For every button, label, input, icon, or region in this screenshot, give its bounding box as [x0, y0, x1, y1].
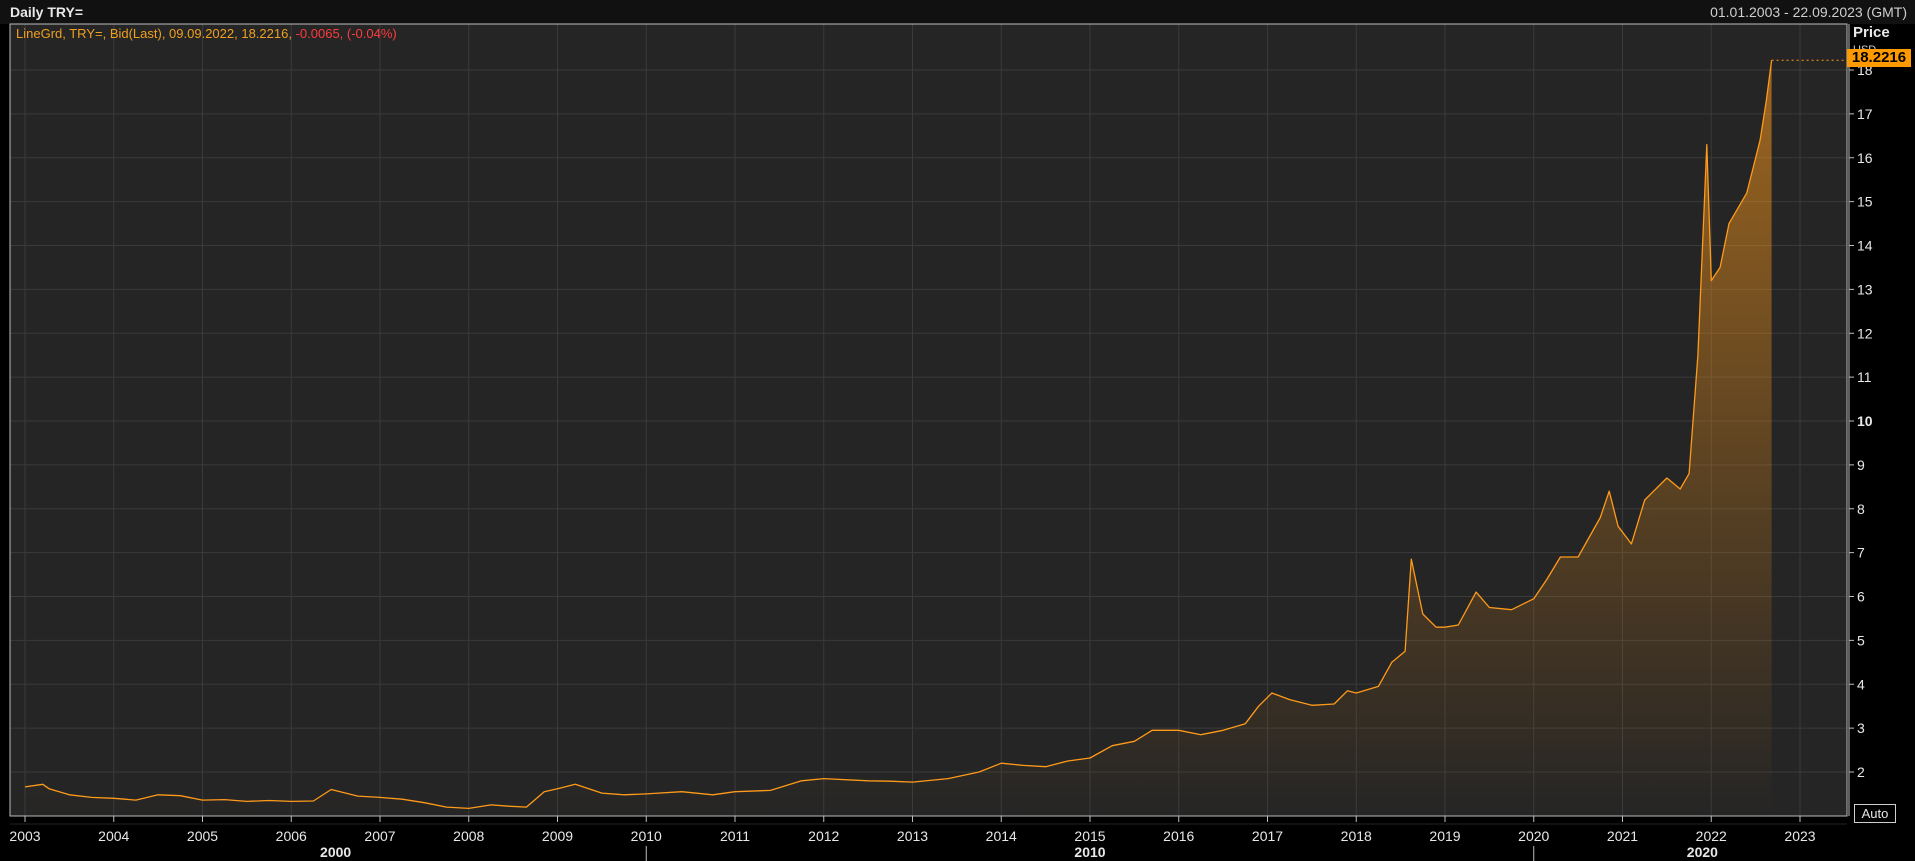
y-tick-label: 9 [1857, 457, 1865, 473]
x-tick-label: 2007 [364, 828, 395, 844]
y-tick-label: 5 [1857, 632, 1865, 648]
x-tick-label: 2022 [1696, 828, 1727, 844]
last-price-badge: 18.2216 [1847, 49, 1911, 67]
x-tick-label: 2012 [808, 828, 839, 844]
x-tick-label: 2003 [9, 828, 40, 844]
x-tick-label: 2018 [1341, 828, 1372, 844]
y-tick-label: 12 [1857, 325, 1873, 341]
x-tick-label: 2019 [1429, 828, 1460, 844]
y-tick-label: 7 [1857, 545, 1865, 561]
x-tick-label: 2017 [1252, 828, 1283, 844]
series-layer [24, 59, 1847, 817]
x-tick-label: 2021 [1607, 828, 1638, 844]
decade-label: 2020 [1687, 844, 1718, 860]
y-tick-label: 10 [1857, 413, 1873, 429]
series-legend[interactable]: LineGrd, TRY=, Bid(Last), 09.09.2022, 18… [16, 26, 397, 41]
price-area-fill [25, 60, 1772, 817]
y-tick-label: 3 [1857, 720, 1865, 736]
y-tick-label: 11 [1857, 369, 1872, 385]
x-tick-label: 2009 [542, 828, 573, 844]
y-tick-label: 16 [1857, 150, 1873, 166]
x-tick-label: 2016 [1163, 828, 1194, 844]
price-axis-label: Price [1853, 24, 1890, 41]
y-tick-label: 14 [1857, 238, 1873, 254]
x-tick-label: 2010 [631, 828, 662, 844]
decade-label: 2010 [1074, 844, 1105, 860]
price-axis-unit: USD [1853, 44, 1877, 50]
legend-change: -0.0065, (-0.04%) [295, 26, 397, 41]
x-tick-label: 2013 [897, 828, 928, 844]
y-tick-label: 15 [1857, 194, 1873, 210]
x-tick-label: 2015 [1074, 828, 1105, 844]
y-tick-label: 17 [1857, 106, 1873, 122]
y-tick-label: 6 [1857, 589, 1865, 605]
x-tick-label: 2005 [187, 828, 218, 844]
x-tick-label: 2020 [1518, 828, 1549, 844]
y-tick-label: 4 [1857, 676, 1865, 692]
y-tick-label: 13 [1857, 281, 1873, 297]
chart-title: Daily TRY= [10, 4, 84, 20]
date-range[interactable]: 01.01.2003 - 22.09.2023 (GMT) [1710, 4, 1907, 20]
auto-scale-button[interactable]: Auto [1854, 804, 1896, 823]
title-bar: Daily TRY= 01.01.2003 - 22.09.2023 (GMT) [0, 0, 1915, 24]
x-tick-label: 2011 [720, 828, 750, 844]
y-tick-label: 2 [1857, 764, 1865, 780]
price-line[interactable] [24, 60, 1773, 810]
x-tick-label: 2008 [453, 828, 484, 844]
x-tick-label: 2004 [98, 828, 129, 844]
x-tick-label: 2023 [1784, 828, 1815, 844]
decade-label: 2000 [320, 844, 351, 860]
x-tick-label: 2014 [986, 828, 1017, 844]
legend-series-info: LineGrd, TRY=, Bid(Last), 09.09.2022, 18… [16, 26, 292, 41]
y-tick-label: 8 [1857, 501, 1865, 517]
x-tick-label: 2006 [276, 828, 307, 844]
